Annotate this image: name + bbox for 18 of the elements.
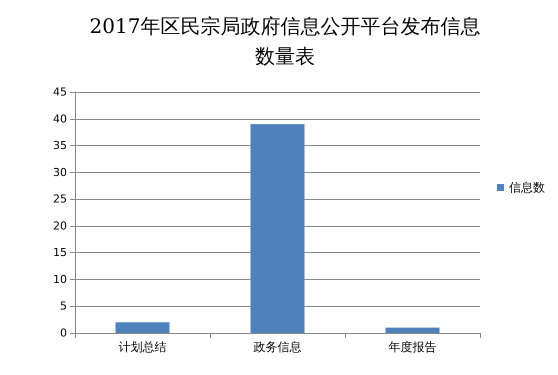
y-tick-label: 25	[53, 192, 67, 206]
y-tick-label: 15	[53, 246, 67, 260]
x-tick-label: 计划总结	[118, 340, 166, 354]
y-tick-label: 20	[53, 219, 67, 232]
y-tick-label: 35	[53, 139, 67, 152]
y-tick-label: 30	[53, 166, 67, 179]
bar	[250, 124, 304, 333]
x-tick-label: 政务信息	[254, 340, 302, 354]
y-tick-label: 45	[53, 86, 67, 98]
x-tick-label: 年度报告	[388, 340, 436, 354]
legend-label: 信息数	[509, 180, 545, 194]
chart-title: 2017年区民宗局政府信息公开平台发布信息数量表	[90, 14, 480, 68]
y-tick-label: 40	[53, 112, 67, 126]
bar	[116, 322, 170, 333]
y-tick-label: 5	[60, 300, 67, 313]
y-tick-label: 0	[60, 326, 67, 340]
y-tick-label: 10	[53, 272, 67, 286]
bar	[386, 328, 440, 333]
